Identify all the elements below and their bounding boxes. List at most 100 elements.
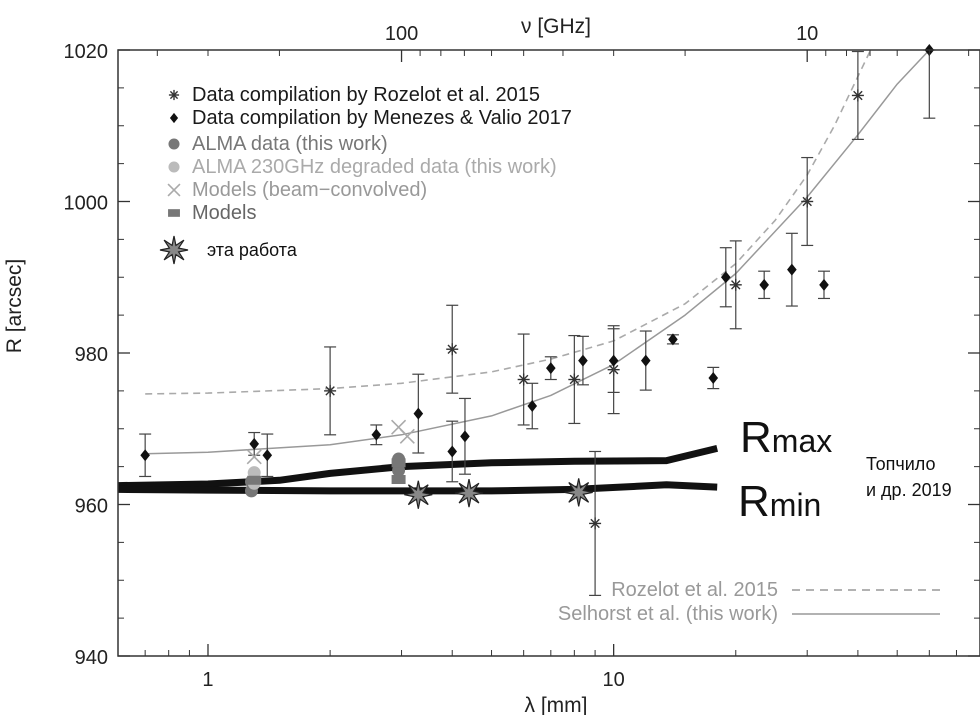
rozelot-point	[851, 89, 864, 102]
legend-marker-shape	[168, 138, 180, 150]
menezes-point	[413, 407, 424, 420]
rozelot-point-stroke	[590, 518, 600, 529]
rozelot-point-stroke	[853, 90, 863, 101]
point-x-stroke	[399, 428, 415, 444]
menezes-point	[546, 362, 556, 375]
menezes-point-shape	[819, 278, 829, 291]
curve-rmin	[117, 481, 718, 495]
menezes-point-shape	[546, 362, 556, 375]
menezes-point-shape	[578, 354, 588, 367]
curve-rozelot-et-al-2015	[145, 49, 872, 395]
menezes-point-shape	[708, 371, 719, 384]
this-work-star-shape	[404, 480, 433, 509]
citation-line-2: и др. 2019	[866, 480, 952, 500]
this-work-star-shape	[564, 478, 593, 507]
x-tick-label: 10	[603, 669, 625, 691]
data-marks-layer	[139, 44, 936, 597]
rozelot-point-stroke	[569, 374, 580, 385]
menezes-point	[640, 354, 651, 367]
rozelot-point	[801, 195, 814, 208]
menezes-point-shape	[608, 354, 619, 367]
legend: Data compilation by Rozelot et al. 2015D…	[159, 84, 572, 265]
menezes-point	[371, 428, 382, 441]
legend-marker	[168, 138, 180, 150]
menezes-point-shape	[140, 449, 150, 462]
menezes-point-shape	[249, 437, 260, 450]
point-square-shape	[391, 475, 406, 485]
menezes-point	[447, 445, 458, 458]
rozelot-point	[589, 517, 602, 530]
menezes-point	[460, 430, 470, 443]
legend-label: эта работа	[207, 240, 298, 260]
x-tick-label: 1	[202, 669, 213, 691]
menezes-point-shape	[460, 430, 470, 443]
menezes-point-shape	[262, 449, 273, 462]
legend-marker-shape	[168, 209, 180, 217]
legend-label: Models	[192, 202, 256, 224]
this-work-star	[564, 478, 593, 507]
rozelot-point	[568, 373, 581, 386]
menezes-point-shape	[640, 354, 651, 367]
line-legend-label: Selhorst et al. (this work)	[558, 603, 778, 625]
y-tick-label: 940	[75, 647, 108, 669]
legend-label: Data compilation by Rozelot et al. 2015	[192, 84, 540, 106]
menezes-point	[140, 449, 150, 462]
rozelot-point	[517, 373, 530, 386]
rozelot-point-stroke	[802, 196, 812, 207]
rozelot-point-stroke	[731, 280, 741, 290]
rozelot-point	[324, 384, 337, 397]
point-x-stroke	[246, 449, 262, 465]
y-tick-label: 1020	[64, 41, 109, 63]
legend-marker-shape	[168, 161, 180, 173]
rozelot-point	[729, 278, 742, 291]
legend-marker	[168, 209, 180, 217]
y-tick-label: 1000	[64, 193, 109, 215]
top-axis-label: ν [GHz]	[521, 15, 591, 38]
rozelot-point-stroke	[447, 344, 457, 354]
legend-marker	[168, 89, 180, 101]
rmax-sub: max	[772, 423, 832, 459]
rmin-main: R	[738, 477, 770, 526]
point-square-shape	[391, 458, 406, 468]
legend-marker-shape	[169, 112, 179, 124]
rmax-main: R	[740, 413, 772, 462]
legend-label: ALMA 230GHz degraded data (this work)	[192, 156, 557, 178]
legend-marker	[169, 112, 179, 124]
rmax-label: Rmax	[740, 413, 832, 462]
point-square	[391, 458, 406, 468]
rmin-label: Rmin	[738, 477, 821, 526]
citation-line-1: Топчило	[866, 454, 936, 474]
legend-marker	[159, 235, 189, 265]
x-axis-label: λ [mm]	[525, 694, 588, 715]
menezes-point	[608, 354, 619, 367]
point-square	[247, 475, 262, 485]
legend-marker-stroke	[167, 183, 181, 197]
menezes-point-shape	[527, 400, 538, 413]
menezes-point	[668, 333, 678, 346]
menezes-point	[759, 278, 769, 291]
legend-marker	[167, 183, 181, 197]
menezes-point	[249, 437, 260, 450]
menezes-point-shape	[787, 263, 797, 276]
top-tick-label: 100	[385, 23, 418, 45]
menezes-point	[708, 371, 719, 384]
menezes-point-shape	[721, 271, 731, 284]
point-x	[246, 449, 262, 465]
legend-marker	[168, 161, 180, 173]
point-x	[399, 428, 415, 444]
this-work-star-shape	[454, 478, 484, 508]
curve-rmax	[117, 444, 719, 490]
y-axis-label: R [arcsec]	[3, 259, 26, 354]
legend-marker-shape	[159, 235, 189, 265]
menezes-point	[262, 449, 273, 462]
this-work-star	[404, 480, 433, 509]
menezes-point-shape	[413, 407, 424, 420]
rozelot-point	[446, 343, 459, 356]
legend-label: ALMA data (this work)	[192, 133, 388, 155]
menezes-point	[721, 271, 731, 284]
menezes-point-shape	[447, 445, 458, 458]
rmin-sub: min	[770, 487, 822, 523]
y-tick-label: 980	[75, 344, 108, 366]
